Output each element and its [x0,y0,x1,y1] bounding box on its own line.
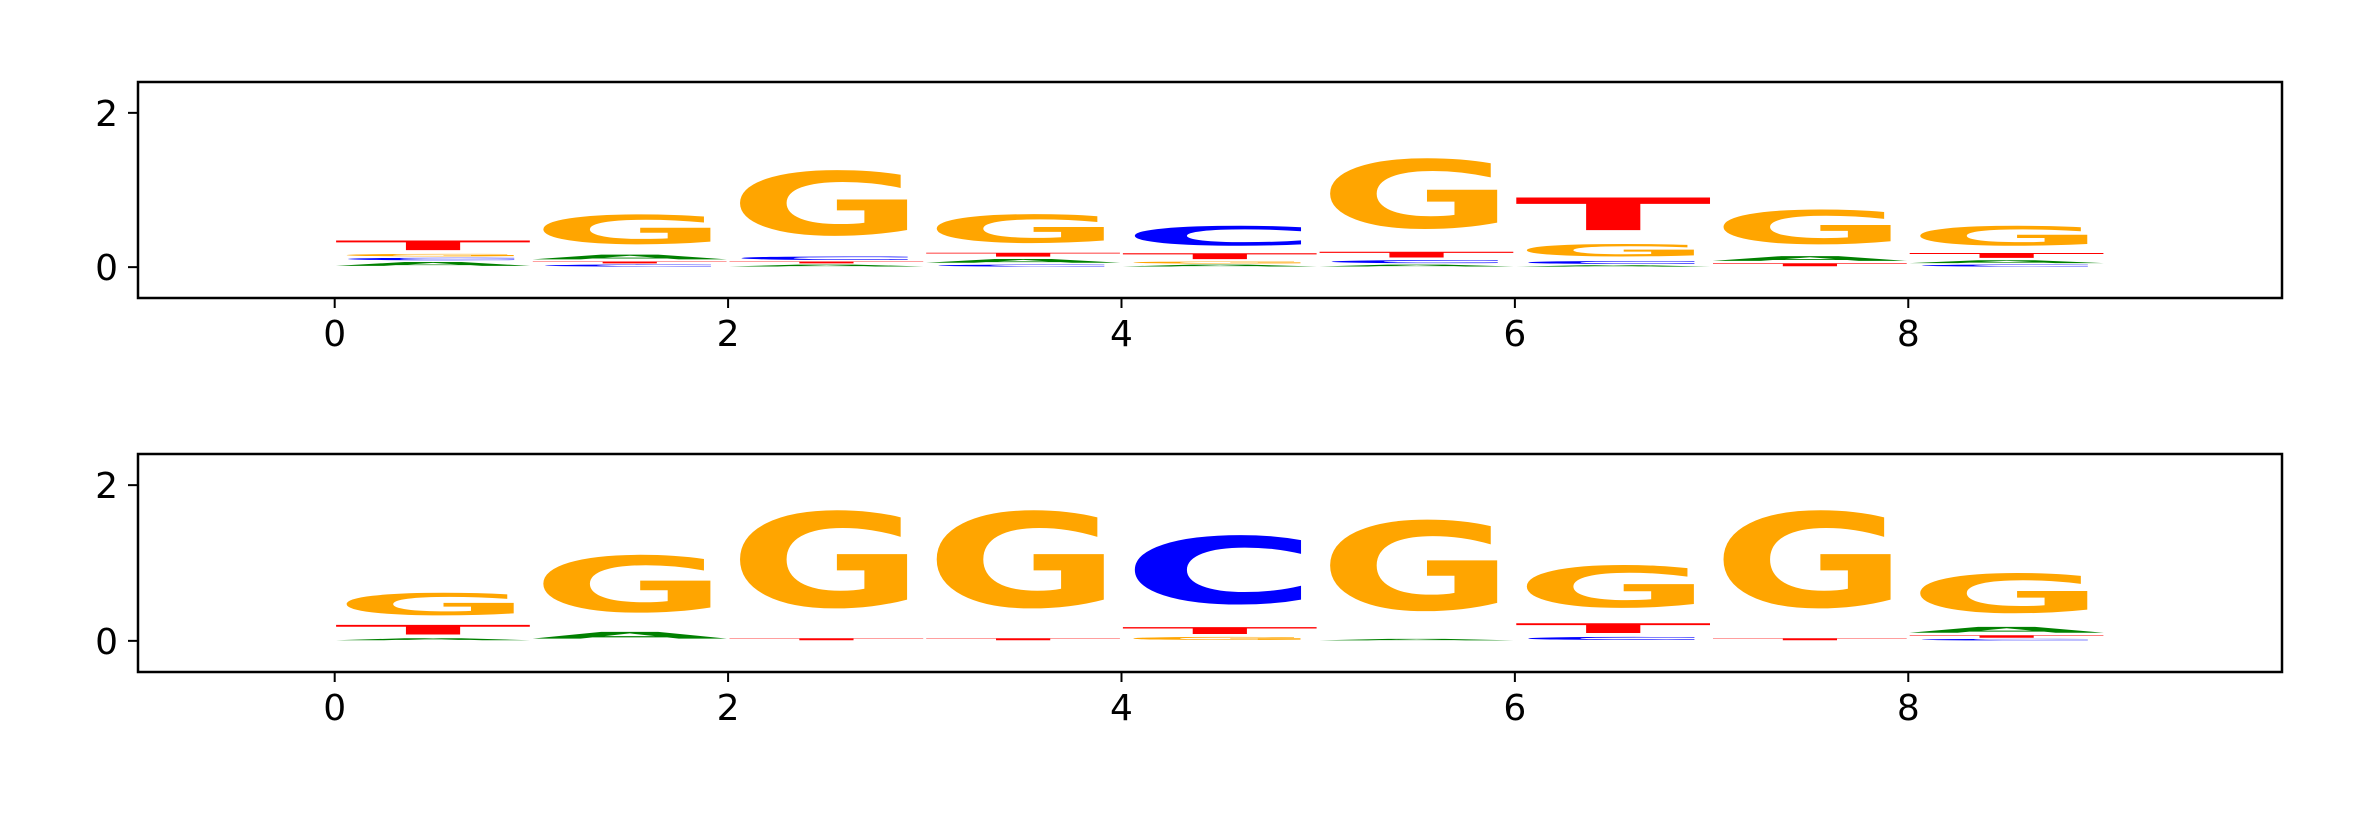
logo-letter-G: G [531,207,728,253]
y-tick-label: 2 [95,94,118,135]
logo-letter-G: G [1712,201,1909,255]
logo-letter-G: G [1318,497,1515,638]
y-tick-label: 2 [95,466,118,507]
logo-letter-T: T [1318,250,1515,259]
x-tick-label: 2 [717,688,740,729]
panel-1-ticks: 0 2 4 6 8 0 2 [95,94,1920,355]
logo-letter-T: T [1712,263,1909,268]
logo-letter-G: G [728,154,925,255]
logo-letter-T: T [1515,621,1712,636]
logo-letter-G: G [925,487,1122,638]
logo-letter-G: G [1515,241,1712,260]
logo-letter-T: T [1121,252,1318,261]
x-tick-label: 4 [1110,314,1133,355]
logo-letter-T: T [335,622,532,637]
logo-letter-C: C [335,257,532,261]
logo-letter-T: T [1121,625,1318,636]
logo-letter-C: C [925,264,1122,267]
logo-letter-T: T [531,261,728,264]
logo-letter-T: T [335,238,532,253]
panel-2-ticks: 0 2 4 6 8 0 2 [95,466,1920,729]
logo-letter-A: A [1908,625,2105,634]
x-tick-label: 4 [1110,688,1133,729]
logo-letter-T: T [925,252,1122,258]
logo-letter-G: G [335,253,532,257]
logo-letter-C: C [1908,264,2105,267]
logo-letter-G: G [1318,141,1515,250]
logo-letter-A: A [531,253,728,261]
logo-letter-C: C [1515,636,1712,641]
logo-letter-G: G [1712,487,1909,638]
logo-letter-A: A [335,261,532,267]
logo-letter-T: T [1908,635,2105,639]
y-tick-label: 0 [95,248,118,289]
logo-letter-A: A [1318,639,1515,641]
logo-letter-G: G [1908,563,2105,625]
logo-letter-T: T [728,261,925,264]
logo-letter-T: T [1712,638,1909,641]
logo-letter-A: A [925,258,1122,264]
logo-letter-C: C [531,264,728,267]
x-tick-label: 6 [1503,314,1526,355]
x-tick-label: 8 [1897,688,1920,729]
x-tick-label: 0 [323,688,346,729]
x-tick-label: 2 [717,314,740,355]
logo-letter-G: G [1121,261,1318,264]
y-tick-label: 0 [95,622,118,663]
logo-letter-A: A [1318,264,1515,267]
x-tick-label: 6 [1503,688,1526,729]
logo-letter-G: G [728,487,925,638]
logo-letter-G: G [335,587,532,622]
x-tick-label: 8 [1897,314,1920,355]
logo-letter-G: G [531,541,728,630]
logo-letter-A: A [531,630,728,641]
logo-letter-G: G [925,207,1122,251]
logo-letter-A: A [1121,264,1318,267]
logo-letter-C: C [1908,639,2105,641]
logo-letter-G: G [1515,555,1712,621]
logo-letter-T: T [1908,252,2105,260]
logo-letter-A: A [1908,259,2105,264]
logo-letter-T: T [925,638,1122,641]
logo-letter-A: A [728,264,925,267]
panel-2-frame [136,452,2284,674]
logo-letter-A: A [1712,255,1909,263]
logo-letter-G: G [1908,221,2105,252]
logo-letter-T: T [1515,188,1712,240]
logo-letter-C: C [1121,221,1318,252]
x-tick-label: 0 [323,314,346,355]
logo-letter-A: A [335,638,532,641]
logo-letter-T: T [728,638,925,641]
logo-letter-C: C [1318,259,1515,264]
logo-letter-A: A [1515,265,1712,267]
logo-letter-C: C [1515,260,1712,265]
logo-letter-C: C [728,256,925,261]
logo-letter-C: C [1121,518,1318,625]
logo-letter-G: G [1121,636,1318,641]
panel-1-frame [136,80,2284,300]
